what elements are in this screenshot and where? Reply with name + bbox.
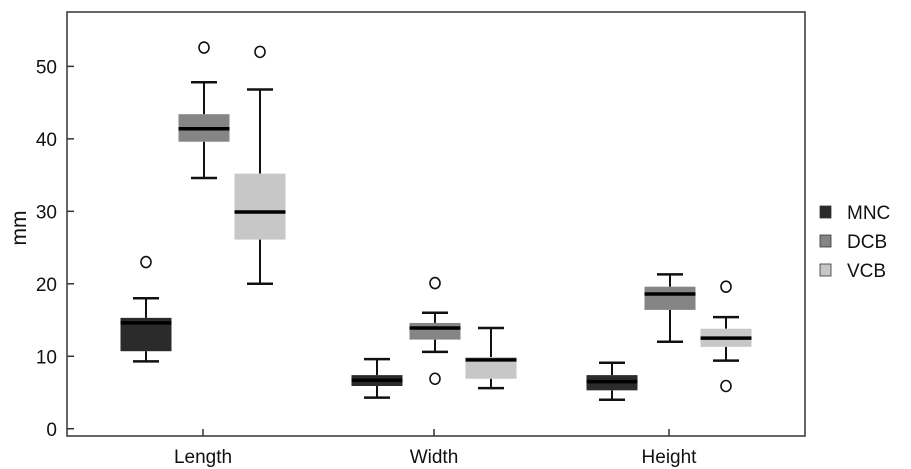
box-iqr — [234, 173, 286, 240]
outlier-point — [198, 41, 210, 54]
y-tick-label: 30 — [36, 202, 57, 223]
box-layer — [120, 41, 752, 402]
outlier-point — [254, 45, 266, 59]
box-mnc-length — [120, 255, 172, 363]
box-iqr — [465, 356, 517, 379]
y-axis-label: mm — [8, 211, 31, 246]
outlier-point — [429, 276, 441, 290]
legend-label-dcb: DCB — [847, 232, 887, 253]
box-vcb-length — [234, 45, 286, 286]
outlier-point — [429, 372, 441, 386]
box-dcb-height — [644, 273, 696, 344]
legend: MNC DCB VCB — [819, 203, 890, 282]
legend-swatch-vcb — [819, 263, 832, 277]
plot-frame — [66, 11, 806, 437]
x-tick-label: Length — [174, 447, 232, 468]
y-tick-label: 0 — [46, 420, 57, 441]
x-axis: Length Width Height — [174, 429, 697, 468]
box-vcb-height — [700, 280, 752, 393]
box-iqr — [409, 322, 461, 340]
box-dcb-length — [178, 41, 230, 180]
box-iqr — [644, 286, 696, 310]
x-tick-label: Width — [410, 447, 459, 468]
box-mnc-height — [586, 361, 638, 402]
legend-label-mnc: MNC — [847, 203, 890, 224]
legend-label-vcb: VCB — [847, 261, 886, 282]
box-dcb-width — [409, 276, 461, 386]
box-mnc-width — [351, 357, 403, 399]
y-tick-label: 40 — [36, 130, 57, 151]
outlier-point — [140, 255, 152, 269]
y-tick-label: 20 — [36, 275, 57, 296]
y-tick-label: 50 — [36, 57, 57, 78]
legend-swatch-dcb — [819, 234, 832, 248]
legend-swatch-mnc — [819, 205, 832, 219]
y-axis: 0 10 20 30 40 50 — [36, 57, 74, 441]
x-tick-label: Height — [642, 447, 698, 468]
outlier-point — [720, 280, 732, 293]
y-tick-label: 10 — [36, 347, 57, 368]
outlier-point — [720, 379, 732, 393]
box-vcb-width — [465, 326, 517, 390]
